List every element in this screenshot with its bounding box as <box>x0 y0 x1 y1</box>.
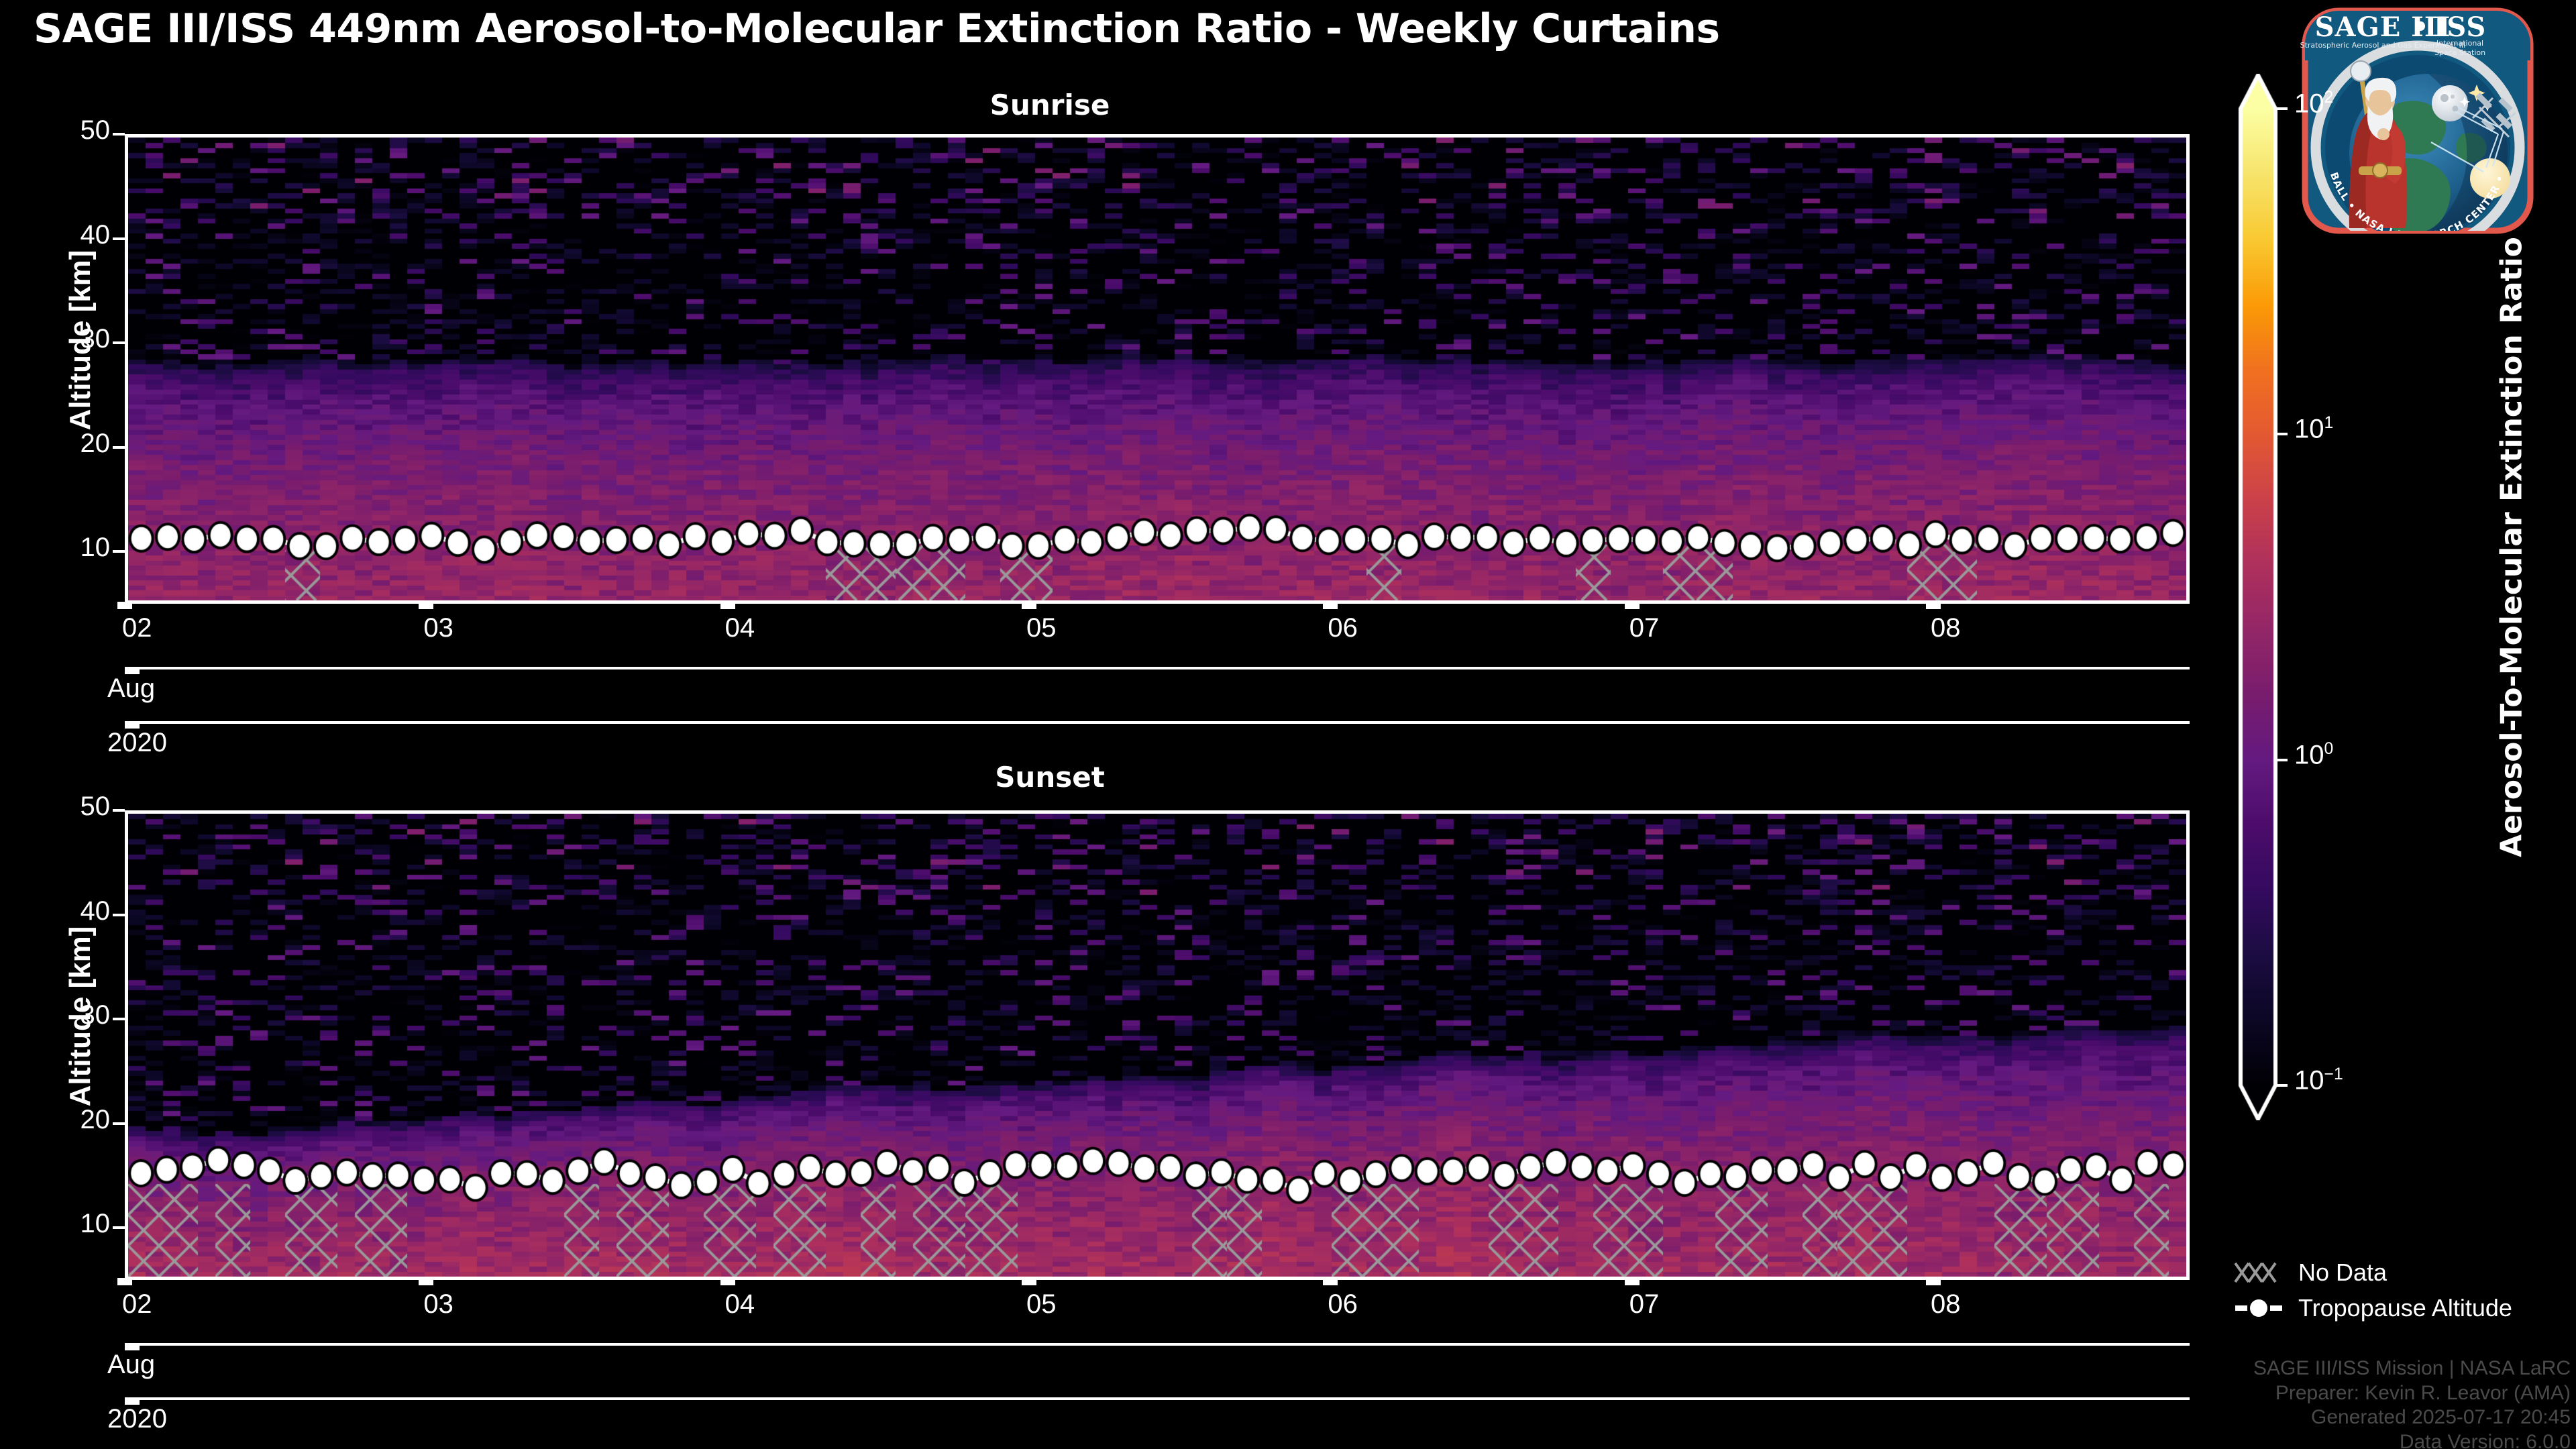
no-data-swatch-icon <box>2234 1262 2277 1283</box>
colorbar-tick-mark <box>2275 1084 2288 1087</box>
svg-text:Stratospheric Aerosol and Gas: Stratospheric Aerosol and Gas Experiment… <box>2300 41 2466 50</box>
colorbar-label: Aerosol-To-Molecular Extinction Ratio <box>2494 237 2529 857</box>
x-axis-year-tick-sunrise <box>125 721 140 729</box>
colorbar-gradient <box>2234 74 2294 1120</box>
x-axis-month-rule-sunset <box>125 1343 2190 1346</box>
tropopause-swatch-icon <box>2235 1299 2282 1317</box>
legend-label-no-data: No Data <box>2298 1258 2387 1286</box>
colorbar-tick-label: 101 <box>2294 414 2334 444</box>
colorbar <box>2234 74 2294 1120</box>
x-axis-year-label-sunset: 2020 <box>107 1404 167 1434</box>
svg-text:International: International <box>2436 39 2483 48</box>
colorbar-tick-label: 10−1 <box>2294 1065 2343 1095</box>
panel-title-sunrise: Sunrise <box>989 89 1110 121</box>
svg-text:ISS: ISS <box>2434 11 2487 43</box>
colorbar-tick-mark <box>2275 107 2288 110</box>
footer-credits: SAGE III/ISS Mission | NASA LaRC Prepare… <box>1967 1356 2571 1449</box>
colorbar-tick-label: 100 <box>2294 739 2334 769</box>
x-axis-month-tick-sunset <box>125 1343 140 1350</box>
legend-label-tropopause: Tropopause Altitude <box>2298 1294 2512 1322</box>
colorbar-tick-mark <box>2275 433 2288 436</box>
footer-line-version: Data Version: 6.0.0 <box>2399 1430 2571 1449</box>
footer-line-preparer: Preparer: Kevin R. Leavor (AMA) <box>2275 1381 2571 1404</box>
svg-text:SAGE III: SAGE III <box>2315 11 2451 43</box>
sage-iii-iss-logo: BALL • NASA LANGLEY RES EARCH CENTER • T… <box>2297 3 2538 239</box>
legend: No Data Tropopause Altitude <box>2234 1256 2512 1327</box>
heatmap-panel-sunrise <box>125 134 2190 604</box>
footer-line-mission: SAGE III/ISS Mission | NASA LaRC <box>2253 1357 2571 1379</box>
x-axis-year-tick-sunset <box>125 1397 140 1405</box>
heatmap-canvas-sunrise <box>128 138 2186 600</box>
x-axis-month-tick-sunrise <box>125 667 140 674</box>
heatmap-canvas-sunset <box>128 814 2186 1277</box>
colorbar-tick-label: 102 <box>2294 89 2334 119</box>
colorbar-tick-mark <box>2275 758 2288 761</box>
panel-title-sunset: Sunset <box>995 761 1105 794</box>
legend-item-no-data: No Data <box>2234 1256 2512 1289</box>
svg-text:•: • <box>2412 11 2429 43</box>
x-axis-month-rule-sunrise <box>125 667 2190 669</box>
legend-item-tropopause: Tropopause Altitude <box>2234 1289 2512 1327</box>
x-axis-year-rule-sunset <box>125 1397 2190 1400</box>
x-axis-month-label-sunset: Aug <box>107 1350 156 1379</box>
x-axis-month-label-sunrise: Aug <box>107 674 156 703</box>
svg-text:Space Station: Space Station <box>2434 48 2485 57</box>
x-axis-year-rule-sunrise <box>125 721 2190 724</box>
heatmap-panel-sunset <box>125 810 2190 1280</box>
page-title: SAGE III/ISS 449nm Aerosol-to-Molecular … <box>34 5 1720 52</box>
footer-line-generated: Generated 2025-07-17 20:45 <box>2311 1406 2571 1429</box>
x-axis-year-label-sunrise: 2020 <box>107 728 167 757</box>
